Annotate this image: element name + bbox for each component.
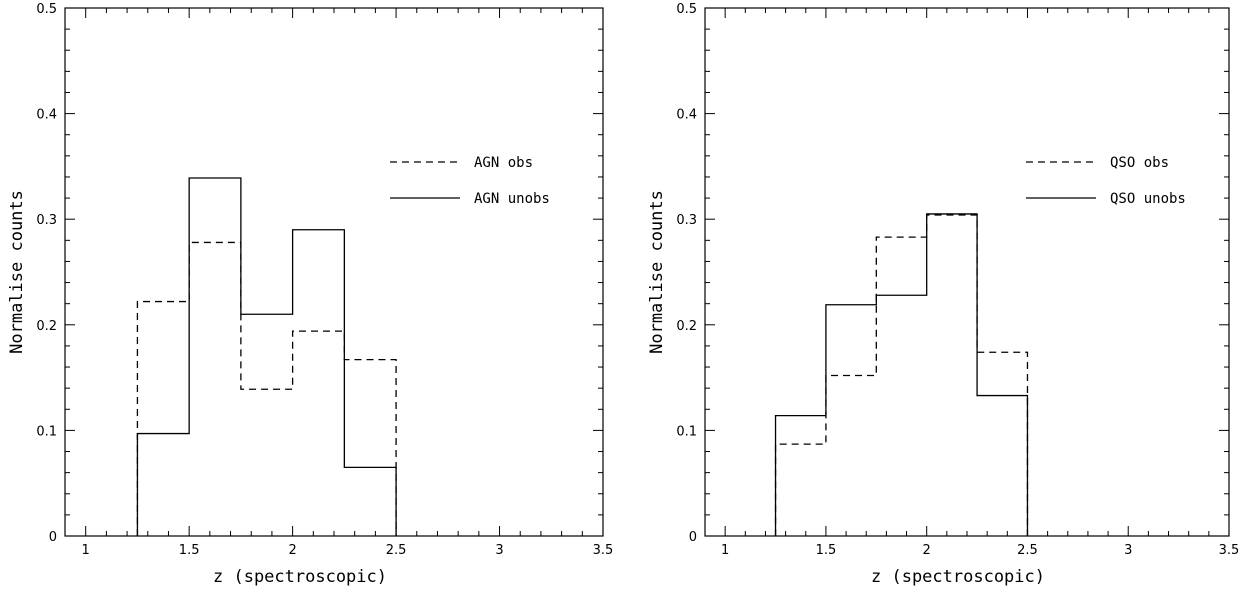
y-tick-label: 0.3	[36, 213, 57, 228]
y-tick-label: 0.2	[676, 319, 697, 334]
y-tick-label: 0.5	[676, 2, 697, 17]
y-tick-label: 0.3	[676, 213, 697, 228]
x-axis-title: z (spectroscopic)	[871, 567, 1045, 587]
x-tick-label: 2	[923, 543, 931, 558]
histogram-solid-0	[136, 177, 397, 536]
x-axis-title: z (spectroscopic)	[213, 567, 387, 587]
plot-frame	[704, 7, 1230, 537]
x-tick-label: 3	[495, 543, 503, 558]
x-tick-label: 3	[1124, 543, 1132, 558]
y-axis-title: Normalise counts	[7, 190, 27, 354]
y-tick-label: 0.4	[676, 108, 697, 123]
right-panel-qso: 1 1.5 2 2.5 3 3.5 0 0.1 0.2 0.3 0.4 0.5 z (spectrosc…	[647, 2, 1239, 587]
y-tick-label: 0.1	[676, 424, 697, 439]
y-tick-label: 0	[689, 530, 697, 545]
y-tick-label: 0.1	[36, 424, 57, 439]
x-tick-label: 3.5	[1219, 543, 1240, 558]
legend-label: AGN obs	[474, 155, 533, 171]
x-tick-label: 2	[288, 543, 296, 558]
x-tick-label: 2.5	[1017, 543, 1038, 558]
y-axis-title: Normalise counts	[647, 190, 667, 354]
x-tick-label: 1	[721, 543, 729, 558]
x-tick-label: 1	[82, 543, 90, 558]
y-tick-label: 0	[49, 530, 57, 545]
x-tick-label: 1.5	[179, 543, 200, 558]
histogram-dashed-1	[774, 214, 1029, 536]
plot-frame	[64, 7, 604, 537]
histogram-solid-1	[774, 213, 1029, 536]
x-tick-label: 1.5	[816, 543, 837, 558]
legend-label: QSO unobs	[1110, 191, 1186, 207]
y-tick-label: 0.5	[36, 2, 57, 17]
x-tick-label: 3.5	[593, 543, 614, 558]
left-panel-agn: 1 1.5 2 2.5 3 3.5 0 0.1 0.2 0.3 0.4 0.5 z (spectrosc…	[7, 2, 613, 587]
x-tick-label: 2.5	[386, 543, 407, 558]
legend-label: QSO obs	[1110, 155, 1169, 171]
y-tick-label: 0.2	[36, 319, 57, 334]
legend-label: AGN unobs	[474, 191, 550, 207]
histogram-dashed-0	[136, 241, 397, 536]
y-tick-label: 0.4	[36, 108, 57, 123]
